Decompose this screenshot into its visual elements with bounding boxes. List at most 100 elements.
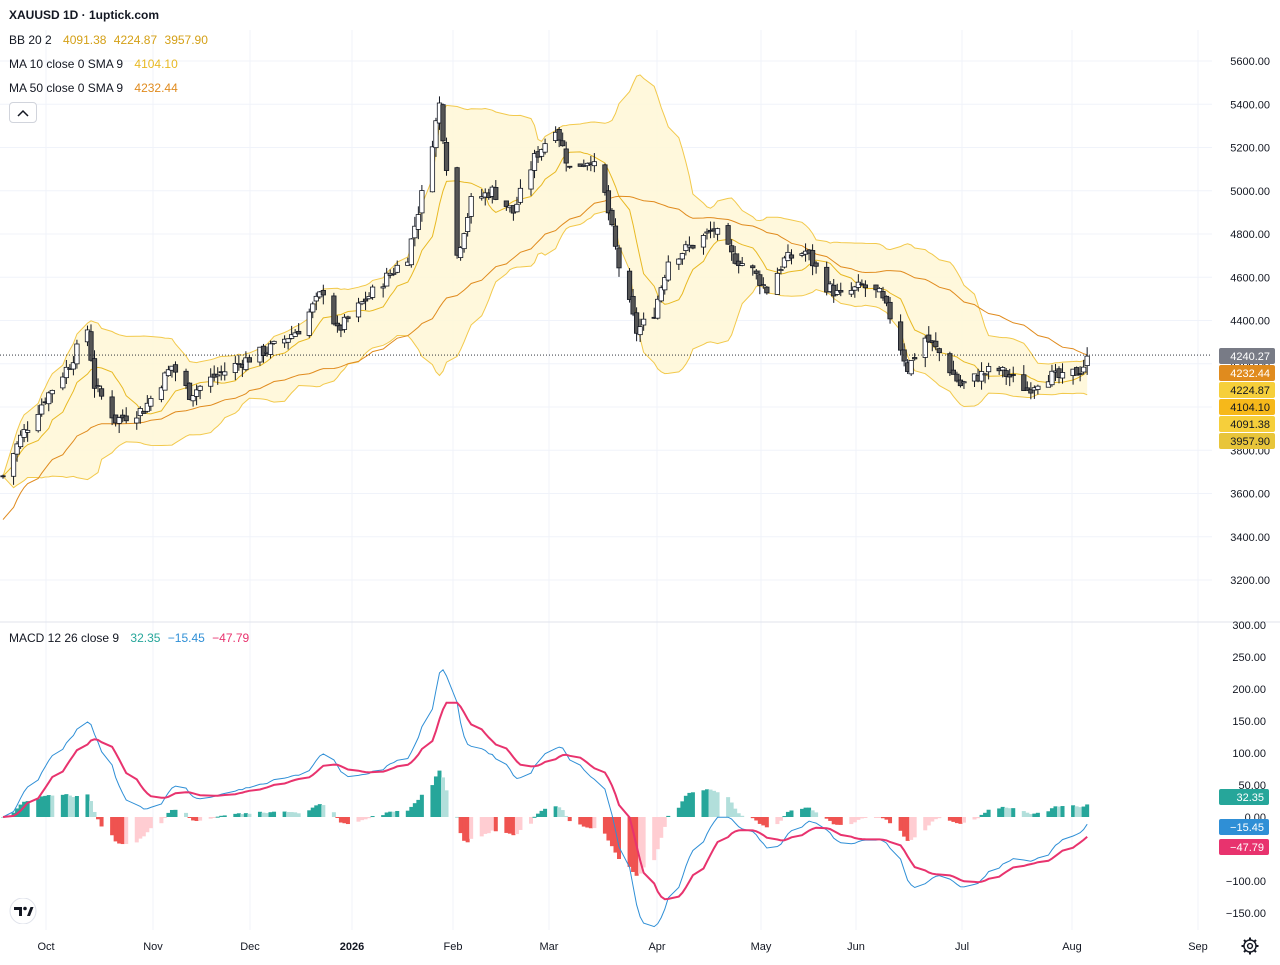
candle-body	[634, 312, 640, 334]
ma50-legend[interactable]: MA 50 close 0 SMA 9 4232.44	[9, 81, 182, 95]
macd-histogram-bar	[708, 789, 713, 817]
macd-histogram-bar	[800, 808, 805, 817]
macd-histogram-bar	[99, 817, 104, 827]
candle-body	[394, 264, 400, 273]
macd-histogram-bar	[493, 817, 498, 832]
macd-histogram-bar	[289, 812, 294, 817]
candle-body	[60, 376, 66, 389]
macd-histogram-bar	[261, 812, 266, 817]
macd-histogram-bar	[148, 817, 153, 829]
macd-histogram-bar	[543, 808, 548, 817]
candle-body	[567, 165, 573, 168]
macd-histogram-bar	[532, 816, 537, 818]
candle-body	[267, 343, 274, 355]
candle-body	[986, 366, 992, 373]
macd-histogram-bar	[314, 805, 319, 817]
candle-body	[384, 272, 390, 287]
time-axis-tick: 2026	[340, 941, 364, 953]
macd-histogram-bar	[930, 817, 935, 822]
macd-histogram-bar	[265, 813, 269, 817]
macd-histogram-bar	[641, 817, 646, 868]
macd-axis-tick: 200.00	[1232, 684, 1266, 696]
candle-body	[208, 376, 214, 387]
macd-histogram-bar	[1081, 806, 1086, 817]
ma10-legend-value: 4104.10	[134, 57, 178, 71]
macd-histogram-bar	[785, 811, 790, 817]
macd-histogram-bar	[655, 817, 660, 850]
candle-body	[655, 298, 661, 319]
macd-histogram-bar	[419, 794, 424, 817]
candle-body	[310, 303, 316, 313]
price-axis-label: 4232.44	[1230, 368, 1270, 380]
macd-histogram-bar	[25, 801, 30, 817]
price-axis-tick: 4600.00	[1230, 272, 1270, 284]
candle-body	[391, 272, 397, 275]
macd-histogram-bar	[272, 811, 277, 817]
bb-band-fill	[3, 74, 1088, 488]
macd-histogram-bar	[529, 817, 533, 824]
candle-body	[457, 247, 464, 258]
collapse-legend-button[interactable]	[9, 102, 37, 123]
macd-histogram-bar	[560, 810, 565, 817]
macd-histogram-bar	[134, 817, 139, 843]
macd-histogram-bar	[1049, 808, 1054, 817]
ma10-legend[interactable]: MA 10 close 0 SMA 9 4104.10	[9, 57, 182, 71]
macd-histogram-bar	[22, 801, 27, 817]
candle-body	[334, 322, 341, 327]
macd-histogram-bar	[1071, 805, 1076, 817]
candle-body	[676, 258, 682, 265]
macd-histogram-bar	[247, 813, 252, 817]
macd-histogram-bar	[536, 813, 541, 817]
candle-body	[873, 284, 879, 291]
macd-histogram-bar	[511, 817, 516, 836]
macd-histogram-bar	[307, 810, 312, 817]
macd-legend[interactable]: MACD 12 26 close 9 32.35 −15.45 −47.79	[9, 631, 253, 645]
price-axis-label: 3957.90	[1230, 436, 1270, 448]
macd-histogram-bar	[902, 817, 907, 837]
ma50-legend-value: 4232.44	[134, 81, 178, 95]
macd-histogram-bar	[162, 817, 167, 818]
macd-histogram-bar	[1060, 806, 1065, 817]
candle-body	[415, 214, 421, 230]
candle-body	[824, 266, 830, 293]
macd-axis-tick: 250.00	[1232, 652, 1266, 664]
candle-body	[412, 225, 418, 239]
candle-body	[243, 357, 249, 371]
macd-histogram-bar	[236, 813, 241, 817]
candle-body	[165, 369, 172, 377]
bb-legend[interactable]: BB 20 2 4091.38 4224.87 3957.90	[9, 33, 212, 47]
candle-body	[739, 263, 745, 266]
macd-histogram-bar	[483, 817, 488, 834]
macd-histogram-bar	[321, 805, 326, 817]
candle-body	[461, 233, 467, 250]
macd-histogram-bar	[71, 797, 76, 817]
macd-histogram-bar	[391, 811, 396, 817]
candle-body	[148, 398, 154, 407]
candle-body	[862, 284, 869, 289]
candle-body	[662, 277, 668, 291]
candle-body	[609, 209, 615, 226]
macd-histogram-bar	[222, 815, 227, 817]
macd-histogram-bar	[388, 811, 393, 817]
macd-axis-tick: 100.00	[1232, 748, 1266, 760]
candle-body	[296, 330, 302, 335]
candle-body	[306, 311, 312, 336]
bb-legend-name: BB 20 2	[9, 33, 52, 47]
candle-body	[144, 402, 150, 412]
price-axis-label-bg	[1219, 433, 1275, 449]
macd-histogram-bar	[986, 809, 991, 817]
gear-icon[interactable]	[1240, 936, 1260, 956]
macd-histogram-bar	[690, 792, 695, 817]
macd-histogram-bar	[814, 812, 819, 817]
macd-histogram-bar	[67, 795, 72, 817]
candle-body	[215, 374, 221, 377]
tradingview-logo[interactable]	[8, 897, 38, 925]
candle-body	[493, 187, 499, 200]
macd-histogram-bar	[191, 817, 196, 821]
candle-body	[665, 261, 671, 281]
macd-histogram-bar	[1078, 807, 1083, 817]
macd-histogram-bar	[120, 817, 125, 845]
macd-histogram-bar	[194, 817, 199, 821]
